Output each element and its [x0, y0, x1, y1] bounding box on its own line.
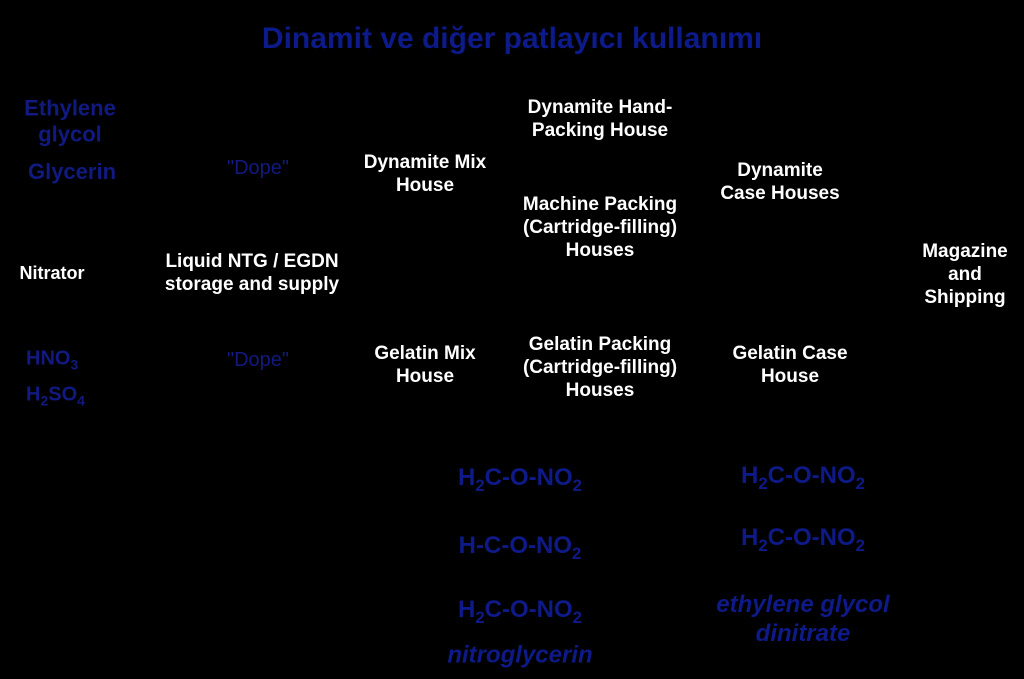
- formula-nitroglycerin-line-1: H-C-O-NO2: [390, 532, 650, 564]
- node-h2so4: H2SO4: [26, 383, 146, 410]
- node-magazine: Magazine and Shipping: [835, 241, 1024, 309]
- diagram-stage: Dinamit ve diğer patlayıcı kullanımı Ethy…: [0, 0, 1024, 679]
- formula-egdn-line-1: H2C-O-NO2: [673, 524, 933, 556]
- node-dyn-case: Dynamite Case Houses: [650, 160, 910, 206]
- node-liquid-ntg: Liquid NTG / EGDN storage and supply: [122, 251, 382, 297]
- node-ethylene-glycol: Ethylene glycol: [0, 96, 200, 149]
- formula-egdn-line-0: H2C-O-NO2: [673, 462, 933, 494]
- formula-nitroglycerin-label: nitroglycerin: [370, 642, 670, 671]
- node-gelatin-case: Gelatin Case House: [660, 343, 920, 389]
- diagram-title: Dinamit ve diğer patlayıcı kullanımı: [0, 21, 1024, 57]
- node-dyn-hand-pack: Dynamite Hand- Packing House: [470, 97, 730, 143]
- formula-nitroglycerin-line-0: H2C-O-NO2: [390, 464, 650, 496]
- formula-egdn-label: ethylene glycol dinitrate: [653, 591, 953, 649]
- formula-nitroglycerin-line-2: H2C-O-NO2: [390, 596, 650, 628]
- node-dynamite-mix: Dynamite Mix House: [295, 152, 555, 198]
